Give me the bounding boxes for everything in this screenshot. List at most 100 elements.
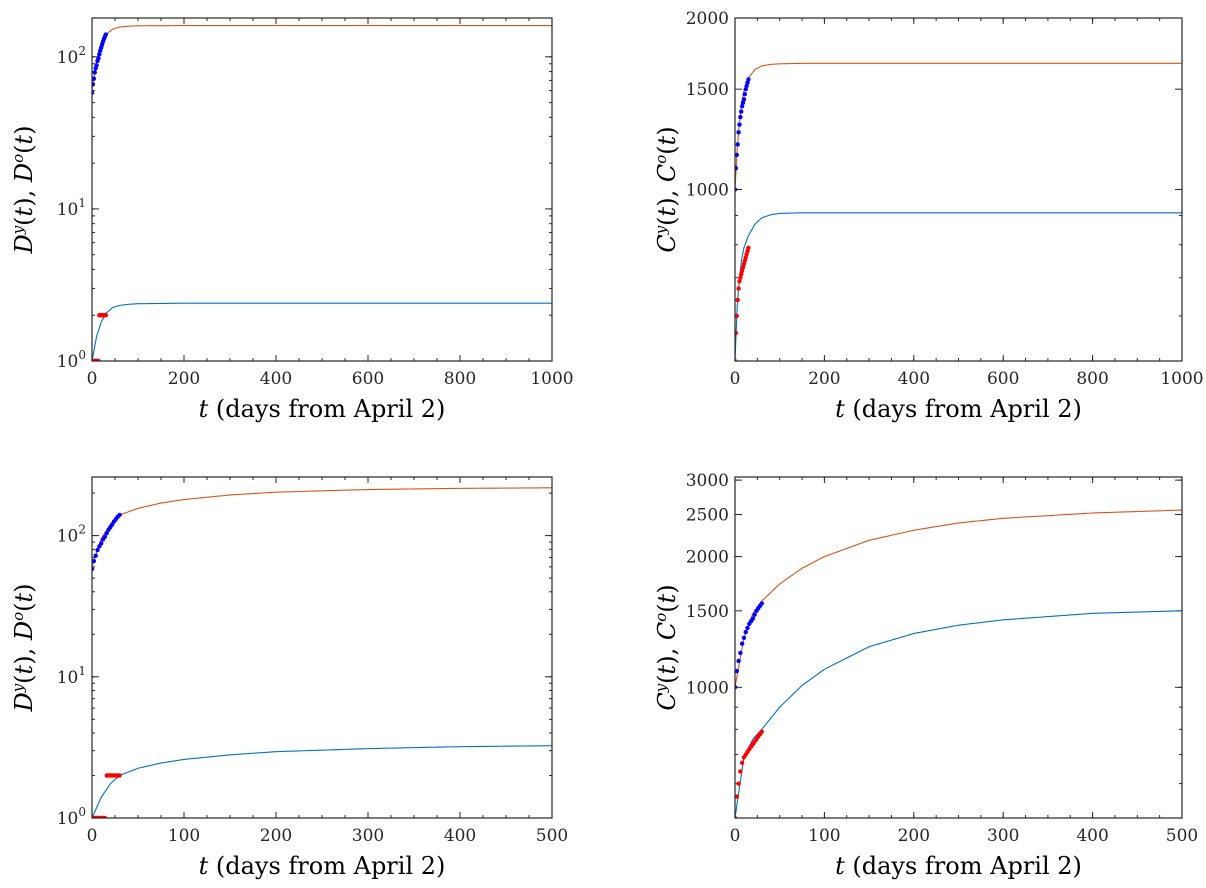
y-tick-label: 101 xyxy=(57,196,86,220)
data-point-data_young xyxy=(738,275,743,280)
y-tick-label: 3000 xyxy=(686,471,729,491)
chart-bottom-right: 0 100 200 300 400 500 1000 1500 2000 2500 3000 t (d… xyxy=(652,471,1198,880)
y-tick-label: 100 xyxy=(57,348,86,372)
series-line-model_old xyxy=(92,487,552,568)
data-point-data_old xyxy=(104,530,109,536)
x-axis-label: t (days from April 2) xyxy=(199,395,446,423)
x-tick-label: 0 xyxy=(730,826,741,846)
y-tick-label: 2500 xyxy=(686,505,729,525)
y-tick-label: 101 xyxy=(57,664,86,688)
x-tick-label: 400 xyxy=(444,826,476,846)
data-point-data_old xyxy=(759,601,765,606)
axes-frame xyxy=(734,476,1183,819)
x-tick-label: 200 xyxy=(808,369,840,389)
data-point-data_old xyxy=(735,152,739,158)
data-point-data_old xyxy=(737,122,742,127)
y-axis-label: Dy(t), Do(t) xyxy=(9,125,38,254)
data-point-data_young xyxy=(739,760,745,766)
axes-frame xyxy=(734,17,1183,362)
y-tick-label: 1000 xyxy=(686,181,729,201)
x-tick-label: 1000 xyxy=(1160,369,1203,389)
x-tick-label: 800 xyxy=(1076,369,1108,389)
data-point-data_old xyxy=(97,52,102,57)
data-point-data_young xyxy=(735,313,739,319)
data-point-data_young xyxy=(746,245,751,251)
data-point-data_old xyxy=(94,63,99,68)
series-line-model_young xyxy=(92,302,552,361)
series-line-model_young xyxy=(735,212,1182,361)
data-point-data_young xyxy=(103,313,109,318)
data-point-data_old xyxy=(92,70,97,75)
x-tick-label: 300 xyxy=(352,826,384,846)
data-point-data_old xyxy=(96,55,101,61)
series-line-model_young xyxy=(735,610,1182,818)
data-point-data_young xyxy=(739,272,744,277)
data-point-data_old xyxy=(741,635,747,641)
x-axis-label: t (days from April 2) xyxy=(835,395,1082,423)
y-tick-label: 1000 xyxy=(686,678,729,698)
x-tick-label: 0 xyxy=(87,826,98,846)
data-point-data_old xyxy=(740,100,746,105)
data-point-data_old xyxy=(95,547,100,553)
data-point-data_young xyxy=(735,330,739,336)
y-tick-label: 1500 xyxy=(686,602,729,622)
y-tick-label: 2000 xyxy=(686,9,729,29)
data-point-data_young xyxy=(759,729,765,734)
y-tick-label: 102 xyxy=(57,44,86,68)
series-line-model_old xyxy=(735,509,1182,688)
chart-top-left: 0 200 400 600 800 1000 100 101 102 t (days from A… xyxy=(9,17,574,423)
series-line-model_old xyxy=(735,62,1182,190)
data-point-data_young xyxy=(741,261,747,267)
x-tick-label: 0 xyxy=(730,369,741,389)
axes-frame xyxy=(91,17,553,362)
data-point-data_old xyxy=(736,130,741,135)
y-axis-label: Cy(t), Co(t) xyxy=(652,126,681,252)
data-point-data_old xyxy=(742,91,748,97)
x-tick-label: 100 xyxy=(808,826,840,846)
data-point-data_old xyxy=(735,142,740,147)
data-point-data_old xyxy=(745,625,750,631)
x-tick-label: 400 xyxy=(898,369,930,389)
x-axis-label: t (days from April 2) xyxy=(835,852,1082,880)
plot-area xyxy=(92,487,552,818)
data-point-data_young xyxy=(739,268,745,273)
x-tick-label: 800 xyxy=(444,369,476,389)
data-point-data_old xyxy=(99,541,104,546)
x-tick-label: 200 xyxy=(260,826,292,846)
series-line-model_old xyxy=(92,25,552,91)
data-point-data_old xyxy=(117,512,122,518)
x-tick-label: 1000 xyxy=(530,369,573,389)
x-tick-label: 100 xyxy=(168,826,200,846)
data-point-data_old xyxy=(741,97,747,102)
data-point-data_young xyxy=(735,794,739,799)
data-point-data_young xyxy=(117,773,122,778)
y-tick-label: 102 xyxy=(57,523,86,547)
data-point-data_old xyxy=(738,114,743,120)
x-tick-label: 200 xyxy=(898,826,930,846)
data-point-data_young xyxy=(737,279,742,284)
data-point-data_old xyxy=(735,165,739,171)
plot-area xyxy=(735,62,1182,361)
data-point-data_old xyxy=(743,629,748,635)
y-tick-label: 100 xyxy=(57,805,86,829)
x-tick-label: 600 xyxy=(987,369,1019,389)
plot-area xyxy=(92,25,552,361)
y-axis-label: Dy(t), Do(t) xyxy=(9,583,38,712)
data-point-data_old xyxy=(92,558,97,564)
x-tick-label: 600 xyxy=(352,369,384,389)
data-point-data_old xyxy=(102,534,108,540)
y-tick-label: 1500 xyxy=(686,80,729,100)
data-point-data_old xyxy=(738,650,743,656)
data-point-data_old xyxy=(736,658,741,664)
chart-top-right: 0 200 400 600 800 1000 1000 1500 2000 t (days fro… xyxy=(652,9,1204,423)
data-point-data_old xyxy=(93,553,98,558)
data-point-data_young xyxy=(738,769,743,774)
data-point-data_young xyxy=(740,265,746,270)
x-tick-label: 500 xyxy=(536,826,568,846)
x-tick-label: 0 xyxy=(87,369,98,389)
data-point-data_old xyxy=(739,641,745,646)
data-point-data_old xyxy=(750,616,756,621)
data-point-data_old xyxy=(739,109,744,114)
x-tick-label: 400 xyxy=(260,369,292,389)
